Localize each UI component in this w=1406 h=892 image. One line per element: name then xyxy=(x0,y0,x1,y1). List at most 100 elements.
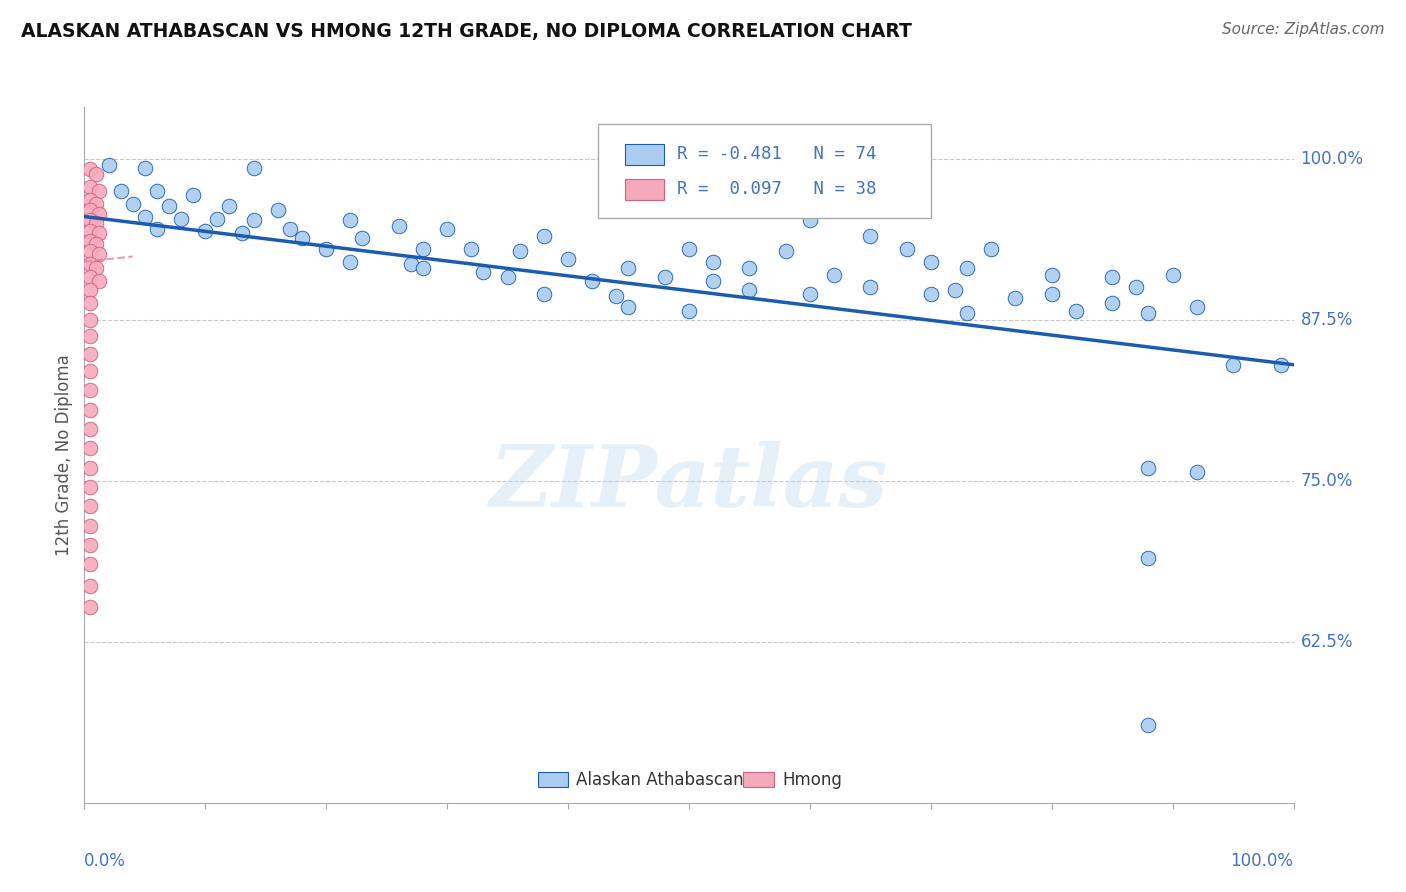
Point xyxy=(956,306,979,320)
Point xyxy=(231,227,253,241)
Point xyxy=(920,254,942,268)
Point xyxy=(79,599,101,614)
Point xyxy=(654,270,676,285)
Point xyxy=(533,228,555,243)
Point xyxy=(79,312,101,326)
Point xyxy=(79,500,101,514)
Text: ALASKAN ATHABASCAN VS HMONG 12TH GRADE, NO DIPLOMA CORRELATION CHART: ALASKAN ATHABASCAN VS HMONG 12TH GRADE, … xyxy=(21,22,912,41)
Point xyxy=(146,222,169,236)
Point xyxy=(859,180,882,194)
FancyBboxPatch shape xyxy=(744,772,773,788)
Point xyxy=(79,460,101,475)
Point xyxy=(581,274,603,288)
Point xyxy=(1222,358,1244,372)
Point xyxy=(79,364,101,378)
Point xyxy=(79,402,101,417)
FancyBboxPatch shape xyxy=(624,178,664,200)
Point xyxy=(412,261,434,276)
Point xyxy=(1040,286,1063,301)
Point xyxy=(207,212,229,227)
Point xyxy=(617,261,640,276)
Point xyxy=(86,216,108,230)
Point xyxy=(278,222,301,236)
Point xyxy=(1125,280,1147,294)
Point xyxy=(460,242,482,256)
Point xyxy=(86,261,108,276)
Point xyxy=(859,280,882,294)
Point xyxy=(315,242,337,256)
Point xyxy=(678,242,700,256)
Point xyxy=(87,207,110,221)
Point xyxy=(339,254,361,268)
Point xyxy=(1040,268,1063,282)
Point xyxy=(242,161,264,175)
Point xyxy=(134,210,156,224)
Text: 87.5%: 87.5% xyxy=(1301,310,1353,328)
Point xyxy=(702,254,724,268)
Point xyxy=(823,268,845,282)
Point xyxy=(859,228,882,243)
Point xyxy=(399,257,422,271)
Point xyxy=(896,242,918,256)
Point xyxy=(79,193,101,207)
Point xyxy=(943,283,966,297)
Text: 0.0%: 0.0% xyxy=(84,852,127,870)
Point xyxy=(291,231,314,245)
Point xyxy=(134,161,156,175)
Point xyxy=(79,180,101,194)
Point xyxy=(678,303,700,318)
Point xyxy=(79,538,101,552)
Point xyxy=(496,270,519,285)
Point xyxy=(79,296,101,310)
Point xyxy=(79,422,101,436)
Point xyxy=(79,161,101,176)
Point xyxy=(79,213,101,227)
Point xyxy=(1270,358,1292,372)
Point xyxy=(980,242,1002,256)
Text: ZIPatlas: ZIPatlas xyxy=(489,441,889,524)
Point xyxy=(339,213,361,227)
Point xyxy=(121,196,143,211)
FancyBboxPatch shape xyxy=(624,144,664,165)
Text: 62.5%: 62.5% xyxy=(1301,632,1353,651)
Point xyxy=(87,247,110,261)
Point xyxy=(557,252,579,266)
Point xyxy=(509,244,531,259)
Point xyxy=(799,286,821,301)
Point xyxy=(86,196,108,211)
Point xyxy=(436,222,458,236)
Point xyxy=(79,384,101,398)
Point xyxy=(352,231,374,245)
Point xyxy=(1137,306,1160,320)
Point xyxy=(605,289,627,303)
FancyBboxPatch shape xyxy=(538,772,568,788)
FancyBboxPatch shape xyxy=(599,124,931,219)
Point xyxy=(79,244,101,259)
Point xyxy=(87,227,110,241)
Point xyxy=(218,199,240,213)
Text: 75.0%: 75.0% xyxy=(1301,472,1353,490)
Point xyxy=(1004,291,1026,305)
Point xyxy=(1161,268,1184,282)
Point xyxy=(79,480,101,494)
Point xyxy=(267,203,290,218)
Text: R =  0.097   N = 38: R = 0.097 N = 38 xyxy=(676,180,876,198)
Point xyxy=(1185,300,1208,314)
Point xyxy=(79,558,101,572)
Point xyxy=(472,265,495,279)
Point xyxy=(170,212,193,227)
Point xyxy=(110,184,132,198)
Point xyxy=(702,274,724,288)
Point xyxy=(956,261,979,276)
Point xyxy=(775,244,797,259)
Point xyxy=(79,224,101,238)
Point xyxy=(79,347,101,361)
Point xyxy=(79,203,101,218)
Text: Hmong: Hmong xyxy=(782,771,842,789)
Point xyxy=(79,442,101,456)
Point xyxy=(87,274,110,288)
Point xyxy=(97,158,120,172)
Point xyxy=(79,234,101,248)
Text: 100.0%: 100.0% xyxy=(1230,852,1294,870)
Y-axis label: 12th Grade, No Diploma: 12th Grade, No Diploma xyxy=(55,354,73,556)
